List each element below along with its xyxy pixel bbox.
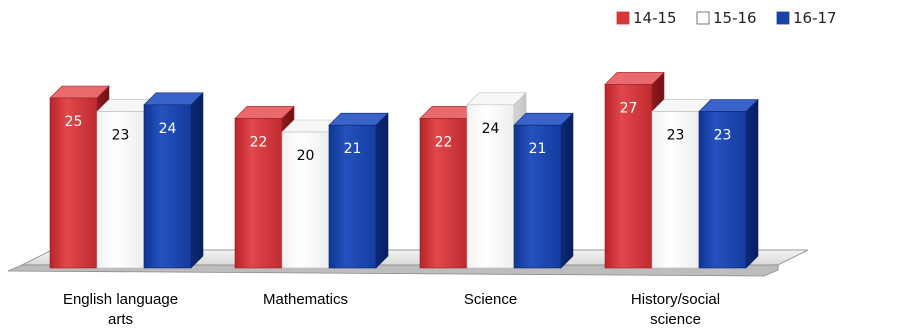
bar-front (604, 84, 653, 269)
bar-side (560, 112, 574, 269)
data-label-16-17-mathematics: 21 (344, 141, 362, 157)
bar-front (234, 118, 283, 269)
data-label-15-16-history-social-science: 23 (667, 128, 685, 144)
data-label-14-15-science: 22 (435, 134, 453, 150)
category-label-mathematics: Mathematics (263, 291, 348, 308)
bars-layer (49, 71, 759, 269)
bar-side (375, 112, 389, 269)
data-label-14-15-mathematics: 22 (250, 134, 268, 150)
bar-front (328, 124, 377, 269)
data-label-15-16-mathematics: 20 (297, 148, 315, 164)
category-labels-layer: English language arts Mathematics Science Hi… (63, 291, 720, 328)
bar-front (651, 111, 700, 269)
bar-16-17-english-language-arts (143, 92, 204, 269)
data-label-16-17-science: 21 (529, 141, 547, 157)
value-labels-layer: 25 23 24 22 20 21 22 24 21 27 23 23 (65, 100, 732, 164)
legend-swatch-14-15 (616, 11, 630, 25)
category-label-english-language-arts: English language (63, 291, 178, 308)
data-label-15-16-science: 24 (482, 121, 500, 137)
category-label-history-social-science: History/social (631, 291, 720, 308)
bar-front (698, 111, 747, 269)
category-label-science: Science (464, 291, 517, 308)
category-label-history-social-science-line-2: science (650, 311, 701, 328)
bar-16-17-science (513, 112, 574, 269)
bar-front (419, 118, 468, 269)
bar-16-17-history-social-science (698, 98, 759, 269)
data-label-16-17-history-social-science: 23 (714, 128, 732, 144)
legend-swatch-15-16 (696, 11, 710, 25)
legend-item-16-17: 16-17 (776, 9, 837, 27)
legend: 14-15 15-16 16-17 (616, 9, 837, 27)
bar-side (190, 92, 204, 269)
bar-front (96, 111, 145, 269)
bar-front (466, 104, 515, 269)
legend-label-16-17: 16-17 (793, 9, 837, 27)
legend-swatch-16-17 (776, 11, 790, 25)
legend-item-14-15: 14-15 (616, 9, 677, 27)
legend-item-15-16: 15-16 (696, 9, 757, 27)
legend-label-15-16: 15-16 (713, 9, 757, 27)
data-label-16-17-english-language-arts: 24 (159, 121, 177, 137)
legend-label-14-15: 14-15 (633, 9, 677, 27)
bar-front (143, 104, 192, 269)
bar-front (513, 124, 562, 269)
bar-16-17-mathematics (328, 112, 389, 269)
data-label-14-15-english-language-arts: 25 (65, 114, 83, 130)
bar-front (281, 131, 330, 269)
category-label-english-language-arts-line-2: arts (108, 311, 133, 328)
data-label-15-16-english-language-arts: 23 (112, 128, 130, 144)
data-label-14-15-history-social-science: 27 (620, 100, 638, 116)
bar-side (745, 98, 759, 269)
